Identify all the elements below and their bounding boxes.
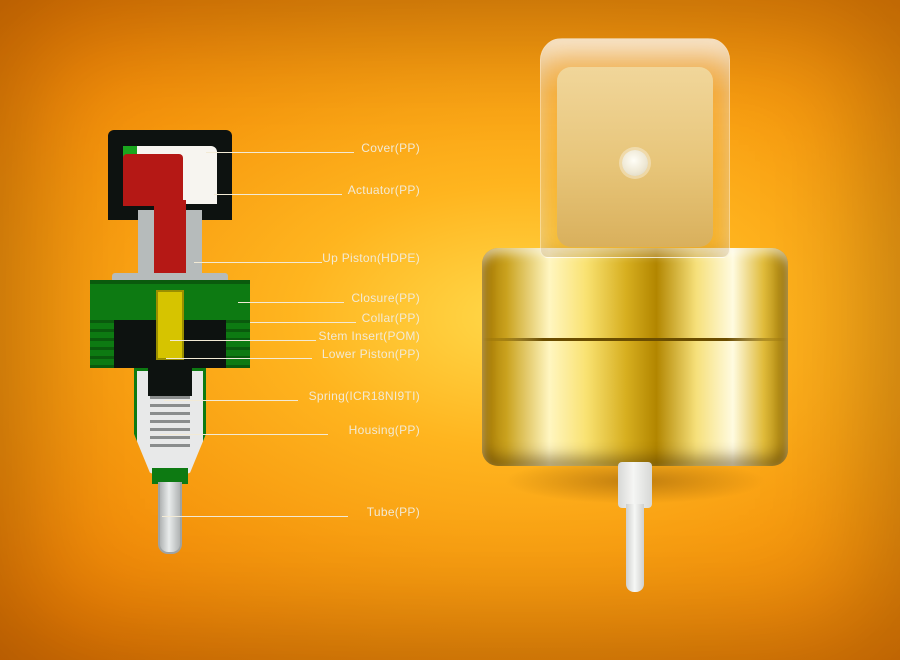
callout-label: Lower Piston(PP) <box>322 347 420 361</box>
callout-7: Spring(ICR18NI9TI) <box>160 392 420 408</box>
callout-label: Tube(PP) <box>367 505 420 519</box>
callout-label: Spring(ICR18NI9TI) <box>309 389 420 403</box>
callout-line <box>160 434 328 435</box>
callout-line <box>162 516 348 517</box>
callout-label: Closure(PP) <box>351 291 420 305</box>
callout-label: Up Piston(HDPE) <box>322 251 420 265</box>
callout-label: Collar(PP) <box>362 311 420 325</box>
callout-label: Cover(PP) <box>361 141 420 155</box>
stage: Cover(PP) Actuator(PP) Up Piston(HDPE) Clos… <box>0 0 900 660</box>
callout-3: Closure(PP) <box>160 294 420 310</box>
product-metal-collar <box>482 248 788 466</box>
callout-line <box>238 302 344 303</box>
callout-label: Actuator(PP) <box>348 183 420 197</box>
callout-layer: Cover(PP) Actuator(PP) Up Piston(HDPE) Clos… <box>160 120 420 590</box>
callout-2: Up Piston(HDPE) <box>160 254 420 270</box>
callout-label: Housing(PP) <box>349 423 420 437</box>
callout-4: Collar(PP) <box>160 314 420 330</box>
callout-line <box>164 400 298 401</box>
callout-5: Stem Insert(POM) <box>160 332 420 348</box>
callout-label: Stem Insert(POM) <box>319 329 420 343</box>
product-render <box>470 38 800 608</box>
product-nozzle <box>622 150 648 176</box>
callout-0: Cover(PP) <box>160 144 420 160</box>
product-stem-stub <box>618 462 652 508</box>
callout-9: Tube(PP) <box>160 508 420 524</box>
callout-8: Housing(PP) <box>160 426 420 442</box>
callout-line <box>214 194 342 195</box>
callout-6: Lower Piston(PP) <box>160 350 420 366</box>
callout-1: Actuator(PP) <box>160 186 420 202</box>
product-clear-cap <box>540 38 730 258</box>
callout-line <box>250 322 356 323</box>
callout-line <box>206 152 354 153</box>
callout-line <box>166 358 312 359</box>
callout-line <box>194 262 322 263</box>
callout-line <box>170 340 316 341</box>
product-dip-tube <box>626 504 644 592</box>
